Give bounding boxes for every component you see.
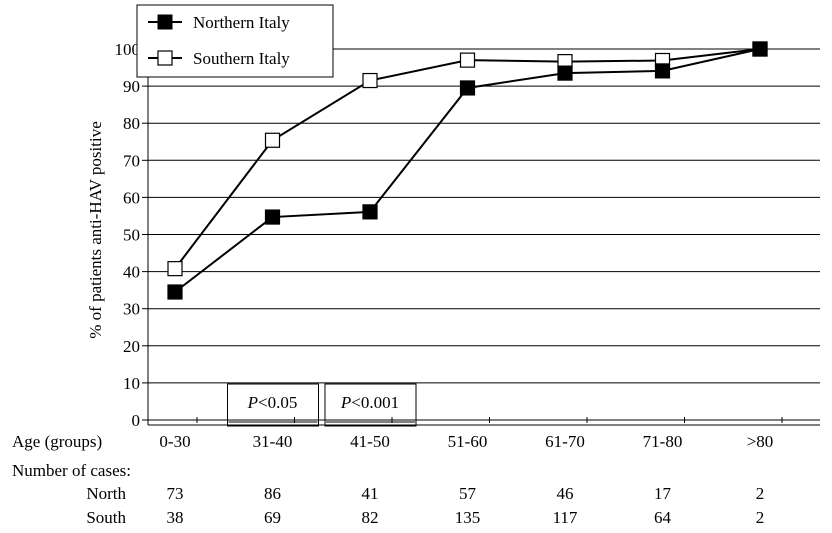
x-tick-label-51-60: 51-60	[448, 432, 488, 451]
point-north-71-80	[654, 63, 671, 79]
gridlines	[142, 48, 820, 421]
legend-label-south: Southern Italy	[193, 49, 290, 68]
y-tick-label-50: 50	[123, 226, 140, 245]
y-axis-label: % of patients anti-HAV positive	[86, 121, 105, 339]
cases-row-label-north: North	[86, 484, 126, 503]
y-tick-label-60: 60	[123, 188, 140, 207]
legend-label-north: Northern Italy	[193, 13, 290, 32]
point-north-41-50	[362, 204, 378, 220]
case-count-south-31-40: 69	[264, 508, 281, 527]
x-tick-label-61-70: 61-70	[545, 432, 585, 451]
cases-row-south: 38 69 82 135 117 64 2	[167, 508, 765, 527]
case-count-north->80: 2	[756, 484, 765, 503]
point-south-41-50	[362, 72, 378, 89]
point-north->80	[752, 41, 768, 57]
case-count-south-41-50: 82	[362, 508, 379, 527]
case-count-south-61-70: 117	[553, 508, 578, 527]
p-value-box-1	[324, 383, 417, 427]
y-tick-labels: 0 10 20 30 40 50 60 70 80 90 100	[115, 40, 141, 430]
legend-marker-filled-square	[157, 14, 173, 30]
case-count-north-31-40: 86	[264, 484, 281, 503]
case-count-south-0-30: 38	[167, 508, 184, 527]
y-tick-label-90: 90	[123, 77, 140, 96]
case-count-north-61-70: 46	[557, 484, 574, 503]
x-axis-label: Age (groups)	[12, 432, 102, 451]
case-count-south-51-60: 135	[455, 508, 481, 527]
x-tick-label-41-50: 41-50	[350, 432, 390, 451]
case-count-north-71-80: 17	[654, 484, 672, 503]
cases-row-label-south: South	[86, 508, 126, 527]
x-tick-label-71-80: 71-80	[643, 432, 683, 451]
p-value-symbol: P	[247, 393, 258, 412]
x-tick-label->80: >80	[747, 432, 774, 451]
y-tick-label-100: 100	[115, 40, 141, 59]
case-count-north-51-60: 57	[459, 484, 477, 503]
p-value-symbol: P	[340, 393, 351, 412]
cases-table-title: Number of cases:	[12, 461, 131, 480]
x-tick-label-0-30: 0-30	[159, 432, 190, 451]
point-north-31-40	[264, 209, 281, 225]
p-value-threshold: <0.05	[258, 393, 297, 412]
legend: Northern Italy Southern Italy	[136, 4, 334, 78]
point-south-31-40	[264, 132, 281, 148]
case-count-north-0-30: 73	[167, 484, 184, 503]
p-value-box-0	[227, 383, 319, 427]
case-count-north-41-50: 41	[362, 484, 379, 503]
series-points	[167, 41, 768, 300]
y-tick-label-10: 10	[123, 374, 140, 393]
point-north-0-30	[167, 284, 183, 300]
p-value-label-0: P<0.05	[247, 393, 298, 412]
y-tick-label-30: 30	[123, 300, 140, 319]
p-value-threshold: <0.001	[351, 393, 399, 412]
case-count-south->80: 2	[756, 508, 765, 527]
cases-row-north: 73 86 41 57 46 17 2	[167, 484, 765, 503]
x-tick-labels: 0-30 31-40 41-50 51-60 61-70 71-80 >80	[159, 432, 773, 451]
point-north-61-70	[557, 65, 573, 81]
p-value-label-1: P<0.001	[340, 393, 399, 412]
y-tick-label-70: 70	[123, 151, 140, 170]
cases-table: Number of cases: North South 73 86 41 57 46 1…	[12, 461, 764, 527]
y-tick-label-20: 20	[123, 337, 140, 356]
point-south-51-60	[459, 52, 476, 68]
y-tick-label-80: 80	[123, 114, 140, 133]
axes	[147, 48, 820, 426]
point-south-0-30	[167, 261, 183, 277]
p-value-annotations: P<0.05 P<0.001	[227, 383, 417, 427]
case-count-south-71-80: 64	[654, 508, 672, 527]
y-tick-label-0: 0	[132, 411, 141, 430]
y-tick-label-40: 40	[123, 263, 140, 282]
x-tick-label-31-40: 31-40	[253, 432, 293, 451]
point-north-51-60	[459, 80, 476, 96]
legend-marker-open-square	[157, 50, 173, 66]
